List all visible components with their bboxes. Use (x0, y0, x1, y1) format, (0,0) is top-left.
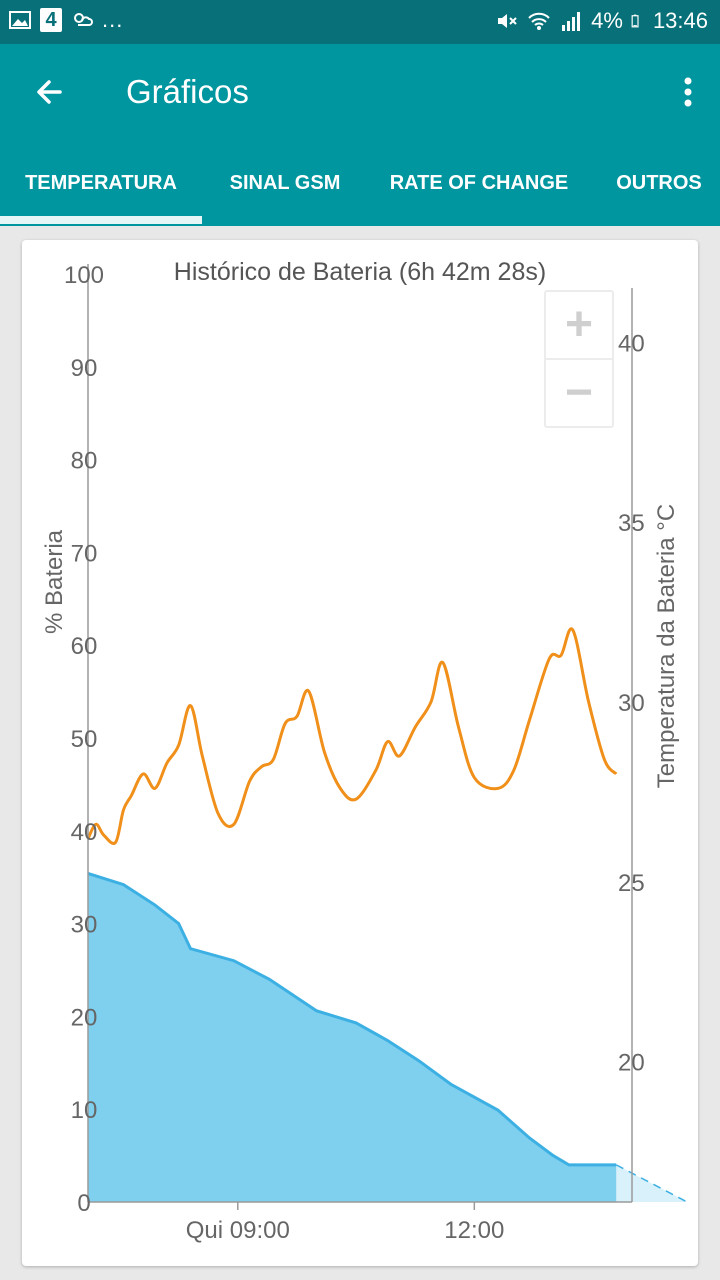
zoom-out-button[interactable]: − (564, 366, 594, 419)
chart-card: 100 90 80 70 60 50 40 30 20 10 0 40 35 30 25 20 Qui 09:0… (22, 240, 698, 1266)
y-tick-label: 60 (71, 633, 98, 660)
status-bar-system: 4% 13:46 (495, 8, 708, 34)
gallery-icon (9, 11, 31, 29)
y2-tick-label: 35 (618, 510, 645, 537)
zoom-in-button[interactable]: + (546, 292, 612, 360)
mute-icon (498, 14, 517, 28)
battery-area (88, 873, 617, 1202)
chart-title: Histórico de Bateria (6h 42m 28s) (173, 258, 547, 286)
clock: 13:46 (652, 8, 708, 33)
tab-rate-of-change[interactable]: RATE OF CHANGE (389, 172, 569, 194)
temperature-line (86, 627, 618, 845)
y-tick-label: 10 (71, 1097, 98, 1124)
y-tick-label: 50 (71, 726, 98, 753)
y2-tick-label: 25 (618, 870, 645, 897)
tab-sinal-gsm[interactable]: SINAL GSM (229, 172, 341, 194)
page-title: Gráficos (126, 73, 249, 110)
y-tick-label: 100 (64, 262, 104, 289)
tab-bar: TEMPERATURA SINAL GSM RATE OF CHANGE OUT… (0, 140, 720, 226)
x-tick-label: Qui 09:00 (186, 1217, 290, 1244)
y-tick-label: 80 (71, 448, 98, 475)
battery-percent: 4% (591, 8, 623, 33)
more-notifications-indicator: ... (102, 7, 124, 32)
y2-tick-label: 30 (618, 690, 645, 717)
y2-tick-label: 20 (618, 1050, 645, 1077)
back-arrow-icon[interactable] (30, 72, 70, 112)
wifi-icon (528, 12, 550, 30)
y-tick-label: 40 (71, 819, 98, 846)
battery-projection-area (616, 1164, 688, 1202)
status-bar-notifications: 4 ... (8, 8, 123, 32)
y-tick-label: 70 (71, 540, 98, 567)
signal-icon (562, 12, 581, 31)
x-tick-label: 12:00 (444, 1217, 504, 1244)
y-tick-label: 90 (71, 355, 98, 382)
zoom-controls: + − (544, 290, 614, 428)
tab-temperatura[interactable]: TEMPERATURA (25, 172, 177, 194)
y-tick-label: 20 (71, 1004, 98, 1031)
battery-icon (631, 14, 639, 28)
tab-outros[interactable]: OUTROS (616, 172, 702, 194)
y-axis-label: % Bateria (41, 529, 68, 634)
status-bar: 4 ... 4% 13:46 (0, 0, 720, 44)
notification-count-badge: 4 (40, 8, 62, 32)
selected-tab-indicator (0, 216, 202, 224)
y2-tick-label: 40 (618, 330, 645, 357)
y2-axis-label: Temperatura da Bateria °C (653, 504, 680, 788)
more-options-icon[interactable] (678, 72, 698, 112)
battery-line (87, 872, 617, 1167)
y-tick-label: 30 (71, 912, 98, 939)
weather-icon (74, 13, 93, 26)
app-bar: Gráficos (0, 44, 720, 140)
y-tick-label: 0 (77, 1190, 90, 1217)
